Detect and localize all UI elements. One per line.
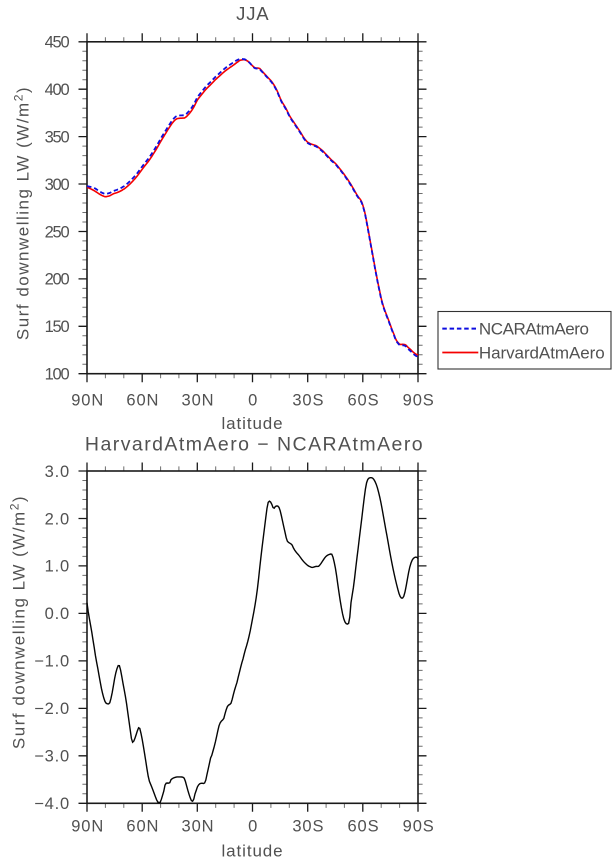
svg-text:2.0: 2.0 [45, 510, 70, 528]
svg-text:90N: 90N [71, 391, 104, 409]
svg-text:150: 150 [45, 318, 70, 336]
svg-text:60S: 60S [347, 391, 379, 409]
svg-text:0: 0 [248, 391, 258, 409]
svg-text:−2.0: −2.0 [34, 700, 70, 718]
svg-text:30N: 30N [182, 818, 215, 836]
svg-text:Surf downwelling LW (W/m2): Surf downwelling LW (W/m2) [7, 495, 28, 749]
svg-text:Surf downwelling LW (W/m2): Surf downwelling LW (W/m2) [12, 86, 33, 340]
svg-text:90S: 90S [403, 391, 435, 409]
svg-text:90S: 90S [403, 818, 435, 836]
svg-text:450: 450 [45, 34, 70, 52]
svg-text:300: 300 [45, 176, 70, 194]
svg-text:3.0: 3.0 [45, 463, 70, 481]
svg-text:1.0: 1.0 [45, 558, 70, 576]
svg-text:latitude: latitude [221, 842, 283, 861]
svg-text:−4.0: −4.0 [34, 795, 70, 813]
svg-text:60S: 60S [347, 818, 379, 836]
svg-text:100: 100 [45, 366, 70, 384]
svg-text:NCARAtmAero: NCARAtmAero [479, 320, 589, 339]
svg-text:250: 250 [45, 223, 70, 241]
svg-text:−3.0: −3.0 [34, 748, 70, 766]
svg-text:60N: 60N [126, 818, 159, 836]
svg-text:0.0: 0.0 [45, 605, 70, 623]
svg-text:60N: 60N [126, 391, 159, 409]
svg-text:30S: 30S [292, 818, 324, 836]
svg-text:−1.0: −1.0 [34, 653, 70, 671]
svg-text:JJA: JJA [236, 3, 269, 24]
svg-text:90N: 90N [71, 818, 104, 836]
svg-text:400: 400 [45, 81, 70, 99]
svg-text:350: 350 [45, 128, 70, 146]
svg-text:200: 200 [45, 271, 70, 289]
svg-text:HarvardAtmAero − NCARAtmAero: HarvardAtmAero − NCARAtmAero [85, 433, 424, 455]
svg-text:30S: 30S [292, 391, 324, 409]
svg-text:30N: 30N [182, 391, 215, 409]
svg-text:HarvardAtmAero: HarvardAtmAero [479, 344, 605, 363]
svg-text:latitude: latitude [221, 414, 283, 433]
svg-text:0: 0 [248, 818, 258, 836]
